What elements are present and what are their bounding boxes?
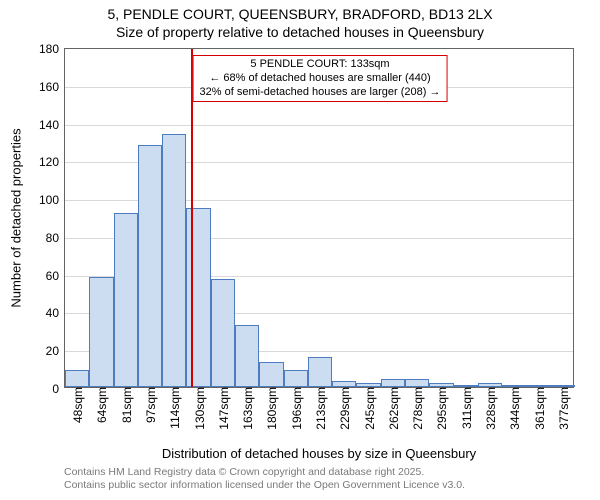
x-tick-label: 64sqm	[93, 387, 109, 423]
annotation-line-2: ← 68% of detached houses are smaller (44…	[200, 72, 441, 86]
histogram-bar	[65, 370, 89, 387]
x-tick-label: 295sqm	[433, 387, 449, 430]
histogram-bar	[211, 279, 235, 387]
x-tick-label: 180sqm	[263, 387, 279, 430]
y-tick-label: 140	[39, 118, 65, 132]
title-block: 5, PENDLE COURT, QUEENSBURY, BRADFORD, B…	[0, 0, 600, 41]
y-tick-label: 160	[39, 80, 65, 94]
y-tick-label: 180	[39, 42, 65, 56]
histogram-bar	[259, 362, 283, 387]
histogram-bar	[89, 277, 113, 387]
x-tick-label: 311sqm	[458, 387, 474, 429]
histogram-bar	[138, 145, 162, 387]
y-tick-label: 100	[39, 193, 65, 207]
y-axis-title: Number of detached properties	[9, 128, 24, 307]
x-tick-label: 344sqm	[506, 387, 522, 430]
x-tick-label: 130sqm	[191, 387, 207, 430]
footer-line-2: Contains public sector information licen…	[64, 479, 465, 492]
y-tick-label: 60	[46, 269, 65, 283]
y-tick-label: 20	[46, 344, 65, 358]
x-tick-label: 245sqm	[361, 387, 377, 430]
x-tick-label: 278sqm	[409, 387, 425, 430]
histogram-bar	[308, 357, 332, 387]
plot-area: 02040608010012014016018048sqm64sqm81sqm9…	[64, 48, 574, 388]
x-tick-label: 48sqm	[69, 387, 85, 423]
histogram-bar	[114, 213, 138, 387]
x-tick-label: 377sqm	[555, 387, 571, 430]
x-tick-label: 147sqm	[215, 387, 231, 430]
x-tick-label: 213sqm	[312, 387, 328, 430]
annotation-line-3: 32% of semi-detached houses are larger (…	[200, 86, 441, 100]
footer-line-1: Contains HM Land Registry data © Crown c…	[64, 466, 465, 479]
histogram-bar	[405, 379, 429, 387]
x-tick-label: 81sqm	[118, 387, 134, 423]
x-tick-label: 262sqm	[385, 387, 401, 430]
title-line-2: Size of property relative to detached ho…	[0, 24, 600, 42]
y-tick-label: 120	[39, 155, 65, 169]
y-tick-label: 40	[46, 306, 65, 320]
y-tick-label: 80	[46, 231, 65, 245]
chart-container: 5, PENDLE COURT, QUEENSBURY, BRADFORD, B…	[0, 0, 600, 500]
grid-line	[65, 125, 573, 126]
histogram-bar	[284, 370, 308, 387]
histogram-bar	[162, 134, 186, 387]
x-tick-label: 196sqm	[288, 387, 304, 430]
footer-attribution: Contains HM Land Registry data © Crown c…	[64, 466, 465, 492]
x-tick-label: 97sqm	[142, 387, 158, 423]
title-line-1: 5, PENDLE COURT, QUEENSBURY, BRADFORD, B…	[0, 6, 600, 24]
x-tick-label: 163sqm	[239, 387, 255, 430]
x-tick-label: 361sqm	[531, 387, 547, 430]
x-tick-label: 114sqm	[166, 387, 182, 429]
annotation-line-1: 5 PENDLE COURT: 133sqm	[200, 58, 441, 72]
x-tick-label: 229sqm	[336, 387, 352, 430]
annotation-box: 5 PENDLE COURT: 133sqm← 68% of detached …	[193, 55, 448, 102]
x-tick-label: 328sqm	[482, 387, 498, 430]
histogram-bar	[235, 325, 259, 387]
histogram-bar	[381, 379, 405, 387]
y-tick-label: 0	[52, 382, 65, 396]
x-axis-title: Distribution of detached houses by size …	[64, 446, 574, 461]
histogram-bar	[186, 208, 210, 387]
